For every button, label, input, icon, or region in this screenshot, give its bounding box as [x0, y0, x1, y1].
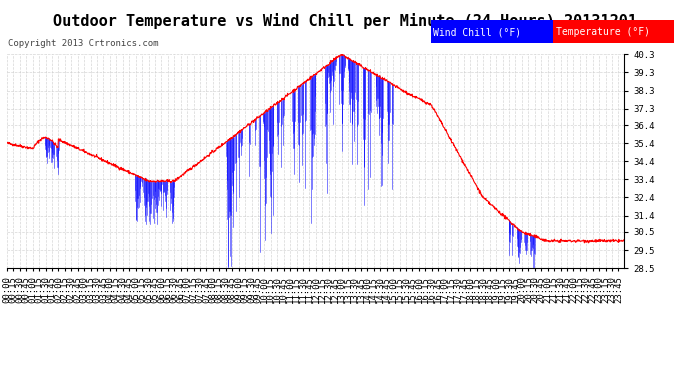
- Text: Copyright 2013 Crtronics.com: Copyright 2013 Crtronics.com: [8, 39, 159, 48]
- Text: Outdoor Temperature vs Wind Chill per Minute (24 Hours) 20131201: Outdoor Temperature vs Wind Chill per Mi…: [53, 13, 637, 29]
- Text: Temperature (°F): Temperature (°F): [556, 27, 650, 38]
- Text: Wind Chill (°F): Wind Chill (°F): [433, 27, 522, 38]
